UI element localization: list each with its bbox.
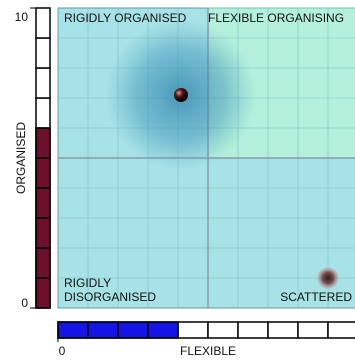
chart: RIGIDLY ORGANISEDFLEXIBLE ORGANISINGRIGI…	[0, 0, 355, 362]
gauge-cell	[36, 68, 50, 98]
gauge-cell-filled	[36, 218, 50, 248]
x-tick-label: 0	[59, 344, 66, 358]
gauge-cell-filled	[58, 322, 88, 338]
y-tick-label: 0	[21, 296, 28, 310]
quadrant-label: DISORGANISED	[64, 290, 156, 304]
gauge-cell-filled	[36, 128, 50, 158]
gauge-cell	[238, 322, 268, 338]
x-axis-label: FLEXIBLE	[180, 344, 236, 358]
gauge-cell	[36, 38, 50, 68]
gauge-cell	[36, 98, 50, 128]
gauge-cell	[298, 322, 328, 338]
quadrant-label: FLEXIBLE ORGANISING	[208, 11, 344, 25]
quadrant-label: RIGIDLY	[64, 276, 111, 290]
gauge-cell-filled	[36, 158, 50, 188]
gauge-cell-filled	[148, 322, 178, 338]
gauge-cell-filled	[88, 322, 118, 338]
gauge-cell-filled	[118, 322, 148, 338]
gauge-cell	[178, 322, 208, 338]
y-axis-label: ORGANISED	[14, 122, 28, 194]
y-tick-label: 10	[15, 10, 29, 24]
gauge-cell	[36, 8, 50, 38]
gauge-cell	[268, 322, 298, 338]
quadrant-label: SCATTERED	[280, 290, 352, 304]
gauge-cell	[328, 322, 355, 338]
gauge-cell	[208, 322, 238, 338]
point	[317, 267, 339, 289]
gauge-cell-filled	[36, 248, 50, 278]
point	[174, 88, 188, 102]
gauge-cell-filled	[36, 278, 50, 308]
gauge-cell-filled	[36, 188, 50, 218]
